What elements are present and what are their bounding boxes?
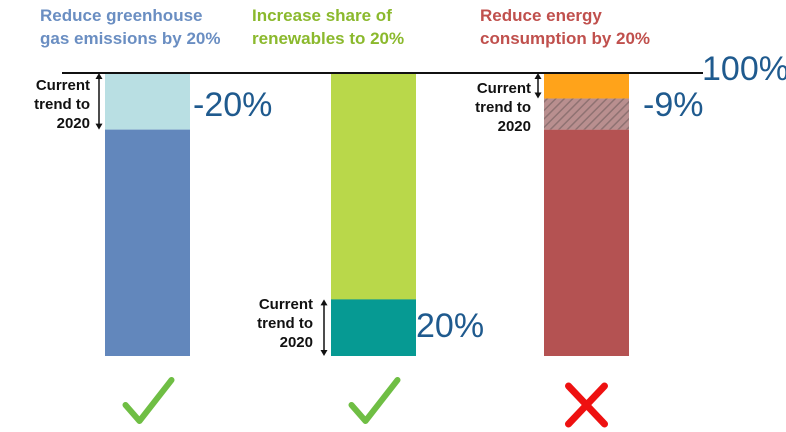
check-icon — [348, 377, 401, 424]
check-icon — [122, 377, 175, 424]
arrow-renewables-head-top — [320, 299, 328, 306]
trend-label-energy: Current trend to 2020 — [475, 80, 531, 135]
title-renewables: Increase share of renewables to 20% — [252, 6, 405, 48]
bar-energy-gap — [544, 98, 629, 130]
bar-energy-target — [544, 129, 629, 356]
trend-label-renewables: Current trend to 2020 — [257, 296, 313, 351]
title-ghg: Reduce greenhouse gas emissions by 20% — [40, 6, 221, 48]
title-energy: Reduce energy consumption by 20% — [480, 6, 651, 48]
arrow-renewables-head-bottom — [320, 350, 328, 356]
arrow-ghg-head-top — [95, 73, 103, 79]
bar-ghg-current — [105, 129, 190, 356]
bar-ghg-reduction — [105, 73, 190, 130]
bar-renewables-current — [331, 299, 416, 356]
trend-label-ghg: Current trend to 2020 — [34, 77, 90, 132]
arrow-energy-head-top — [534, 73, 542, 79]
annotation-ghg: -20% — [193, 86, 273, 124]
arrow-ghg-head-bottom — [95, 123, 103, 130]
annotation-renewables: 20% — [416, 307, 485, 345]
annotation-energy: -9% — [643, 86, 704, 124]
baseline-label: 100% — [702, 50, 786, 88]
bar-energy-current — [544, 73, 629, 99]
arrow-energy-head-bottom — [534, 92, 542, 99]
cross-icon-stroke-2 — [565, 382, 608, 428]
